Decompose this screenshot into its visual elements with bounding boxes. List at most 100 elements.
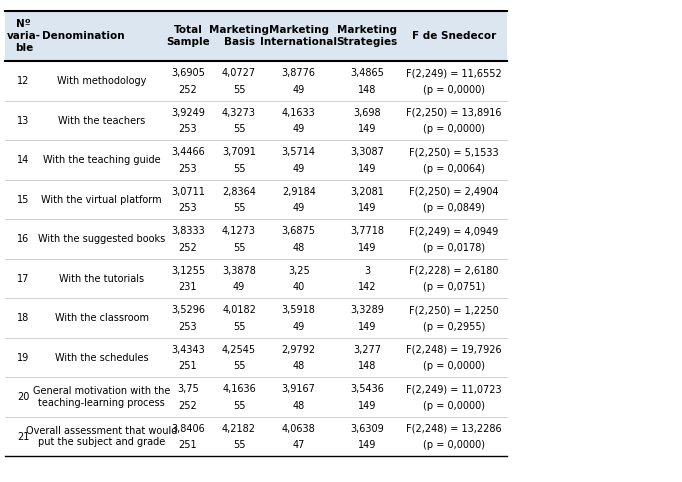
Text: General motivation with the
teaching-learning process: General motivation with the teaching-lea…: [33, 387, 170, 408]
Text: 3,4865: 3,4865: [350, 68, 384, 78]
Text: 16: 16: [17, 234, 29, 244]
Text: 149: 149: [358, 401, 376, 411]
Text: 55: 55: [233, 362, 246, 371]
Text: Marketing
International: Marketing International: [261, 25, 337, 47]
Text: 18: 18: [17, 313, 29, 323]
Text: 3,9167: 3,9167: [282, 384, 316, 394]
Text: 3,8776: 3,8776: [282, 68, 316, 78]
Text: F(2,250) = 13,8916: F(2,250) = 13,8916: [406, 107, 502, 118]
Text: 48: 48: [293, 362, 305, 371]
Text: 4,0727: 4,0727: [222, 68, 256, 78]
Text: 4,2182: 4,2182: [222, 424, 256, 434]
Text: 3,277: 3,277: [353, 345, 381, 355]
Text: 3,698: 3,698: [353, 107, 381, 118]
Text: 55: 55: [233, 203, 246, 213]
Text: 48: 48: [293, 401, 305, 411]
Text: 149: 149: [358, 322, 376, 332]
Text: 14: 14: [17, 155, 29, 165]
Text: F(2,249) = 11,0723: F(2,249) = 11,0723: [406, 384, 502, 394]
Text: 3,4466: 3,4466: [171, 147, 205, 157]
Text: 149: 149: [358, 441, 376, 450]
Text: With the tutorials: With the tutorials: [59, 274, 144, 283]
Text: 3: 3: [364, 266, 370, 276]
Text: 251: 251: [179, 362, 197, 371]
Text: 19: 19: [17, 353, 29, 362]
Text: 253: 253: [179, 124, 197, 134]
Text: 3,3289: 3,3289: [350, 305, 384, 315]
Text: 4,3273: 4,3273: [222, 107, 256, 118]
Text: 49: 49: [293, 85, 305, 94]
Text: (p = 0,0000): (p = 0,0000): [423, 124, 485, 134]
Text: 55: 55: [233, 124, 246, 134]
Text: 17: 17: [17, 274, 29, 283]
Text: 3,9249: 3,9249: [171, 107, 205, 118]
Text: 2,8364: 2,8364: [222, 187, 256, 197]
Text: 4,1636: 4,1636: [222, 384, 256, 394]
Text: With the classroom: With the classroom: [55, 313, 149, 323]
Text: 3,1255: 3,1255: [170, 266, 205, 276]
Text: (p = 0,0000): (p = 0,0000): [423, 362, 485, 371]
Text: 2,9184: 2,9184: [282, 187, 316, 197]
Text: 252: 252: [179, 401, 197, 411]
Text: With the schedules: With the schedules: [55, 353, 149, 362]
Text: (p = 0,0751): (p = 0,0751): [423, 282, 485, 292]
Text: 4,2545: 4,2545: [222, 345, 256, 355]
Text: (p = 0,2955): (p = 0,2955): [423, 322, 485, 332]
Text: F(2,249) = 4,0949: F(2,249) = 4,0949: [409, 226, 499, 236]
Text: 251: 251: [179, 441, 197, 450]
Text: 55: 55: [233, 401, 246, 411]
Text: 148: 148: [358, 362, 376, 371]
Text: 148: 148: [358, 85, 376, 94]
Text: 4,1633: 4,1633: [282, 107, 316, 118]
Text: F de Snedecor: F de Snedecor: [412, 31, 496, 41]
Text: 3,0711: 3,0711: [171, 187, 205, 197]
Text: 3,2081: 3,2081: [350, 187, 384, 197]
Text: 13: 13: [17, 116, 29, 125]
Text: 3,5436: 3,5436: [350, 384, 384, 394]
Text: 3,8333: 3,8333: [171, 226, 205, 236]
Text: 253: 253: [179, 164, 197, 174]
Text: 3,6905: 3,6905: [171, 68, 205, 78]
Text: 48: 48: [293, 243, 305, 253]
Text: 55: 55: [233, 164, 246, 174]
Text: 252: 252: [179, 85, 197, 94]
Text: Overall assessment that would
put the subject and grade: Overall assessment that would put the su…: [26, 426, 177, 447]
Text: 253: 253: [179, 322, 197, 332]
Text: With the virtual platform: With the virtual platform: [42, 195, 162, 204]
Text: F(2,250) = 5,1533: F(2,250) = 5,1533: [409, 147, 499, 157]
Text: Marketing
Strategies: Marketing Strategies: [336, 25, 398, 47]
Text: 231: 231: [179, 282, 197, 292]
Text: 3,6309: 3,6309: [350, 424, 384, 434]
Text: 3,6875: 3,6875: [282, 226, 316, 236]
Text: 20: 20: [17, 392, 29, 402]
Text: 55: 55: [233, 441, 246, 450]
Text: 3,5918: 3,5918: [282, 305, 316, 315]
Text: (p = 0,0000): (p = 0,0000): [423, 85, 485, 94]
Text: 3,3878: 3,3878: [222, 266, 256, 276]
Text: With methodology: With methodology: [57, 76, 147, 86]
Text: 4,1273: 4,1273: [222, 226, 256, 236]
Text: 15: 15: [17, 195, 29, 204]
Text: Total
Sample: Total Sample: [166, 25, 210, 47]
Text: 149: 149: [358, 164, 376, 174]
Text: 3,4343: 3,4343: [171, 345, 205, 355]
Text: (p = 0,0064): (p = 0,0064): [423, 164, 485, 174]
Text: 49: 49: [293, 164, 305, 174]
Text: 47: 47: [293, 441, 305, 450]
Text: F(2,250) = 2,4904: F(2,250) = 2,4904: [409, 187, 499, 197]
Text: 55: 55: [233, 243, 246, 253]
Text: 12: 12: [17, 76, 29, 86]
Text: 149: 149: [358, 124, 376, 134]
Text: 40: 40: [293, 282, 305, 292]
Text: F(2,248) = 13,2286: F(2,248) = 13,2286: [406, 424, 502, 434]
Text: 253: 253: [179, 203, 197, 213]
Text: Marketing
Basis: Marketing Basis: [209, 25, 269, 47]
Text: 49: 49: [233, 282, 245, 292]
Text: 149: 149: [358, 203, 376, 213]
Text: 55: 55: [233, 322, 246, 332]
Text: With the teaching guide: With the teaching guide: [43, 155, 160, 165]
Text: 3,25: 3,25: [288, 266, 310, 276]
Text: 3,5714: 3,5714: [282, 147, 316, 157]
Text: 4,0638: 4,0638: [282, 424, 316, 434]
Text: (p = 0,0849): (p = 0,0849): [423, 203, 485, 213]
